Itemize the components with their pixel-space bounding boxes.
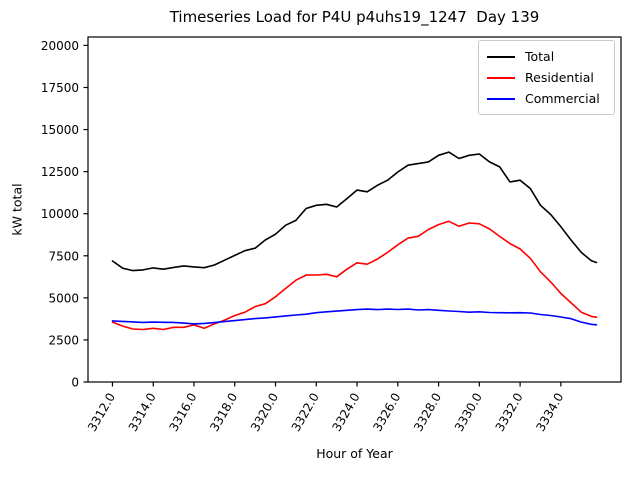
x-tick-label: 3314.0: [126, 391, 159, 434]
legend-entry-commercial: Commercial: [487, 88, 606, 109]
legend-label-total: Total: [525, 49, 555, 64]
y-tick-label: 0: [71, 376, 79, 390]
y-tick-label: 12500: [41, 165, 79, 179]
x-tick-label: 3326.0: [370, 391, 403, 434]
series-line-residential: [111, 220, 598, 331]
x-tick-label: 3332.0: [493, 391, 526, 434]
x-tick-label: 3318.0: [207, 391, 240, 434]
y-tick-label: 20000: [41, 39, 79, 53]
legend-entry-residential: Residential: [487, 67, 606, 88]
y-tick-label: 17500: [41, 81, 79, 95]
x-tick-label: 3334.0: [533, 391, 566, 434]
y-axis-label: kW total: [9, 183, 25, 236]
y-tick-label: 7500: [48, 249, 79, 263]
chart-title: Timeseries Load for P4U p4uhs19_1247 Day…: [169, 8, 540, 26]
legend: Total Residential Commercial: [478, 40, 615, 115]
commercial-line-swatch-icon: [487, 97, 515, 100]
legend-label-residential: Residential: [525, 70, 594, 85]
legend-label-commercial: Commercial: [525, 91, 600, 106]
y-tick-label: 10000: [41, 207, 79, 221]
total-line-swatch-icon: [487, 55, 515, 58]
y-tick-label: 5000: [48, 291, 79, 305]
x-tick-label: 3328.0: [411, 391, 444, 434]
y-tick-label: 2500: [48, 333, 79, 347]
x-tick-label: 3322.0: [289, 391, 322, 434]
y-tick-label: 15000: [41, 123, 79, 137]
plot-border: [87, 36, 622, 383]
x-tick-label: 3324.0: [330, 391, 363, 434]
x-tick-label: 3320.0: [248, 391, 281, 434]
x-tick-label: 3316.0: [166, 391, 199, 434]
residential-line-swatch-icon: [487, 76, 515, 79]
x-tick-label: 3330.0: [452, 391, 485, 434]
series-line-total: [111, 151, 598, 272]
x-tick-label: 3312.0: [85, 391, 118, 434]
series-line-commercial: [111, 308, 598, 326]
x-axis-label: Hour of Year: [316, 446, 393, 461]
legend-entry-total: Total: [487, 46, 606, 67]
